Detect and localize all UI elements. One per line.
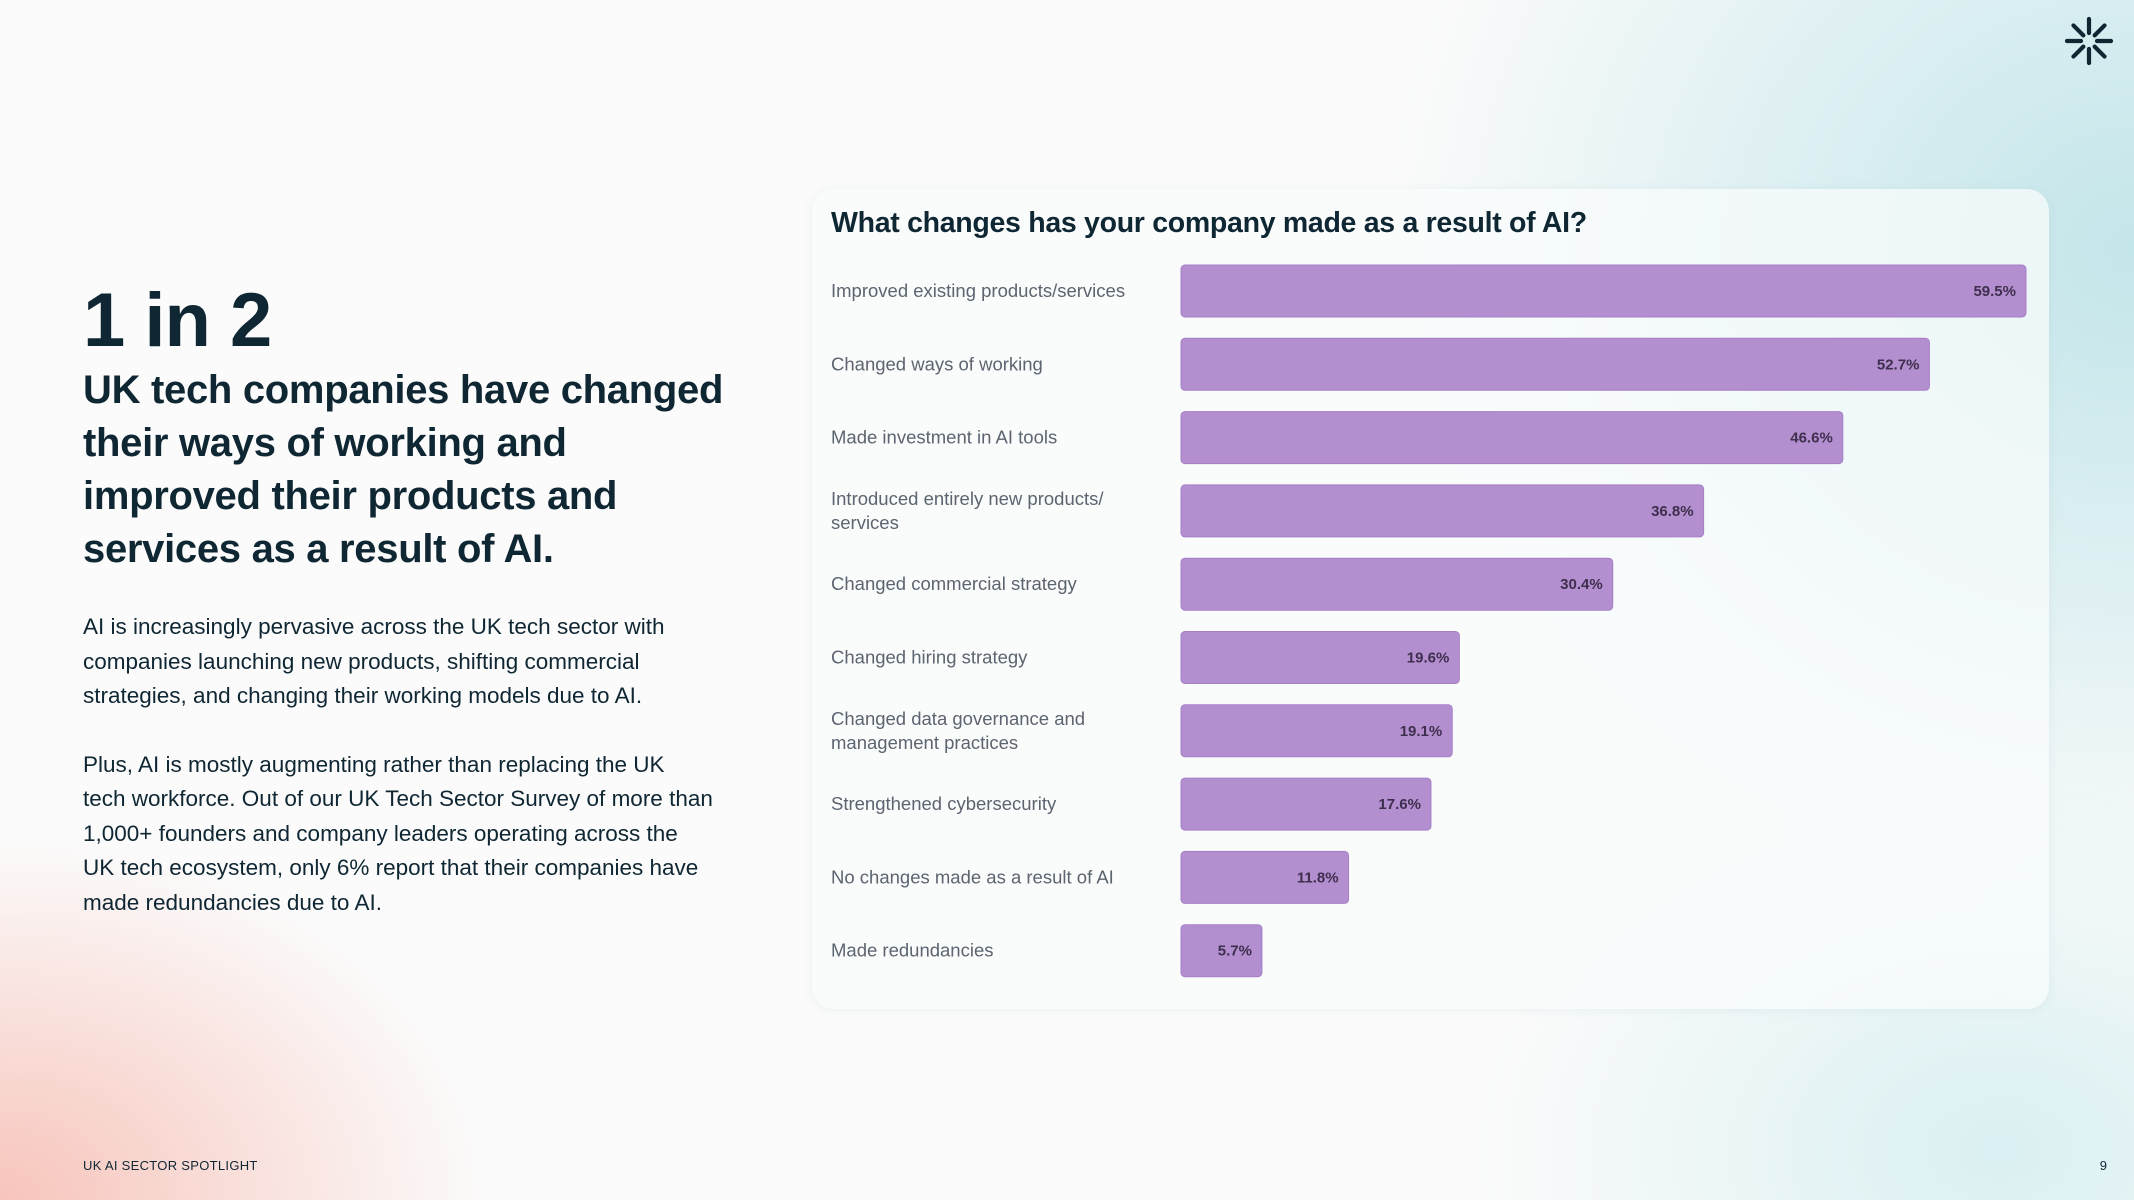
- category-label: Changed hiring strategy: [831, 647, 1028, 668]
- category-label: Made investment in AI tools: [831, 427, 1057, 448]
- bar-9: [1180, 850, 1350, 904]
- bar-value-label: 52.7%: [1877, 356, 1920, 373]
- bar-10: [1180, 924, 1263, 978]
- bar-value-label: 11.8%: [1297, 869, 1339, 886]
- category-label: Strengthened cybersecurity: [831, 793, 1057, 814]
- bar-value-label: 17.6%: [1378, 796, 1421, 813]
- bar-4: [1180, 484, 1705, 538]
- bar-chart: 59.5% Improved existing products/services…: [831, 264, 2027, 978]
- category-label: Improved existing products/services: [831, 280, 1125, 301]
- bar-5: [1180, 557, 1614, 611]
- paragraph-1: AI is increasingly pervasive across the …: [83, 614, 665, 708]
- chart-card: What changes has your company made as a …: [812, 189, 2049, 1009]
- bar-value-label: 59.5%: [1973, 283, 2016, 300]
- paragraph-2: Plus, AI is mostly augmenting rather tha…: [83, 751, 713, 915]
- bar-value-label: 30.4%: [1560, 576, 1603, 593]
- category-label: Changed ways of working: [831, 353, 1043, 374]
- bar-value-label: 46.6%: [1790, 430, 1833, 447]
- category-label: Introduced entirely new products/service…: [831, 488, 1104, 533]
- bar-1: [1180, 264, 2027, 318]
- category-label: Changed data governance and management pr…: [831, 708, 1085, 753]
- bar-value-label: 5.7%: [1218, 943, 1252, 960]
- category-label: Changed commercial strategy: [831, 573, 1077, 594]
- bar-6: [1180, 631, 1460, 684]
- bar-7: [1180, 704, 1453, 758]
- category-label: No changes made as a result of AI: [831, 866, 1114, 887]
- big-stat: 1 in 2: [83, 278, 272, 363]
- bar-3: [1180, 411, 1844, 465]
- bar-value-label: 19.1%: [1400, 723, 1443, 740]
- bar-2: [1180, 337, 1930, 391]
- chart-title: What changes has your company made as a …: [831, 207, 1587, 239]
- category-label: Made redundancies: [831, 940, 994, 961]
- bar-value-label: 36.8%: [1651, 503, 1694, 520]
- summary-panel: 1 in 2 UK tech companies have changed th…: [83, 280, 733, 920]
- bar-8: [1180, 777, 1432, 831]
- page-number: 9: [2099, 1158, 2107, 1173]
- asterisk-burst-icon: [2064, 16, 2114, 66]
- bar-value-label: 19.6%: [1407, 650, 1450, 667]
- headline: UK tech companies have changed their way…: [83, 368, 724, 571]
- footer-report-title: UK AI SECTOR SPOTLIGHT: [83, 1158, 258, 1173]
